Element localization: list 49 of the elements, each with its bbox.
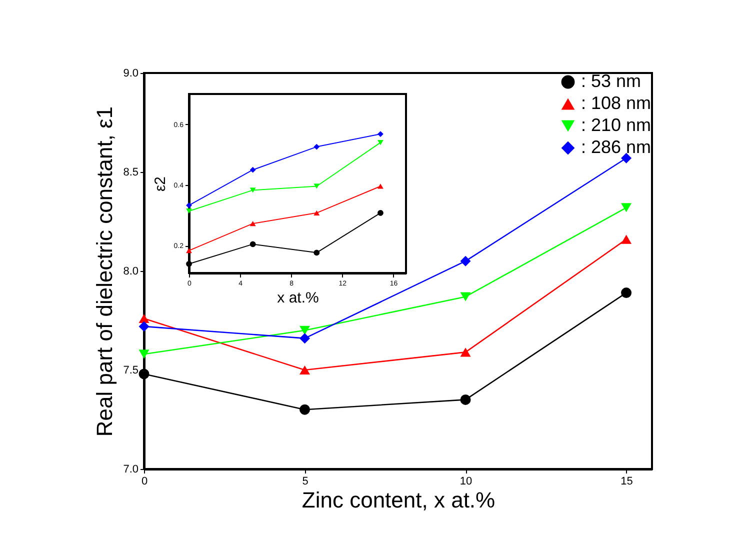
x-tick-label: 10 <box>460 476 472 488</box>
point <box>460 394 471 405</box>
point <box>300 365 310 375</box>
point <box>186 260 192 267</box>
point <box>250 188 256 193</box>
legend-label: : 210 nm <box>581 115 652 135</box>
point <box>378 210 384 216</box>
point <box>621 152 632 164</box>
y-tick-label: 7.5 <box>123 364 138 376</box>
y-tick-label: 8.5 <box>123 166 138 178</box>
point <box>138 314 150 324</box>
point <box>186 248 192 254</box>
point <box>300 326 310 335</box>
point <box>300 333 310 344</box>
x-tick-label: 5 <box>302 476 308 488</box>
x-axis-title: x at.% <box>277 290 319 306</box>
point <box>378 131 384 138</box>
point <box>460 256 471 266</box>
point <box>378 184 384 189</box>
point <box>250 166 256 173</box>
point <box>378 140 384 146</box>
point <box>621 203 632 212</box>
x-tick-label: 15 <box>620 476 633 488</box>
point <box>314 250 320 256</box>
legend-label: : 53 nm <box>581 71 642 91</box>
point <box>138 368 150 380</box>
point <box>138 350 150 359</box>
y-tick-label: 8.0 <box>123 266 138 278</box>
point <box>314 184 320 189</box>
legend-label: : 286 nm <box>581 137 652 157</box>
point <box>460 348 471 357</box>
x-tick-label: 0 <box>141 476 148 488</box>
y-axis-title: Real part of dielectric constant, ε1 <box>92 106 118 437</box>
y-tick-label: 7.0 <box>123 464 138 476</box>
point <box>621 234 632 244</box>
y-axis-title: ε2 <box>152 176 169 192</box>
point <box>250 241 256 248</box>
point <box>314 210 320 216</box>
point <box>300 404 310 415</box>
point <box>621 288 632 298</box>
point <box>250 220 256 226</box>
point <box>460 292 471 302</box>
point <box>186 208 192 214</box>
x-axis-title: Zinc content, x at.% <box>302 488 496 512</box>
point <box>314 144 320 150</box>
point <box>186 202 192 208</box>
point <box>138 321 150 332</box>
y-tick-label: 9.0 <box>123 68 138 80</box>
legend-label: : 108 nm <box>581 93 652 113</box>
